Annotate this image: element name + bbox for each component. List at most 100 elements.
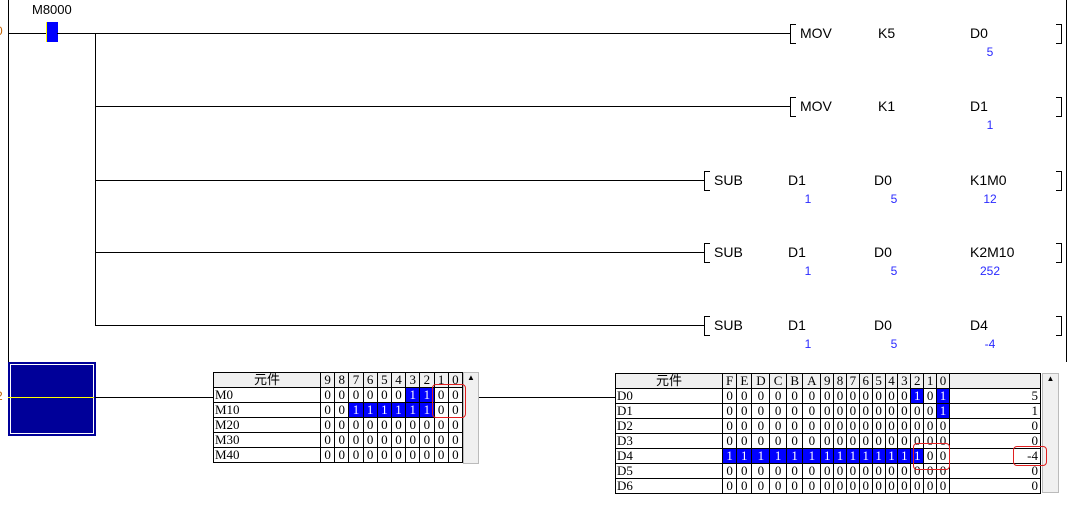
- table-row[interactable]: M40 0 0 0 0 0 0 0 0 0 0: [213, 447, 464, 463]
- bit-cell[interactable]: 0: [376, 417, 392, 433]
- bit-cell[interactable]: 0: [769, 478, 787, 494]
- bit-cell[interactable]: 0: [833, 388, 847, 404]
- bit-cell[interactable]: 0: [858, 388, 873, 404]
- bit-cell[interactable]: 0: [871, 403, 886, 419]
- bit-cell[interactable]: 1: [845, 448, 860, 464]
- bit-cell[interactable]: 0: [802, 478, 822, 494]
- value-cell[interactable]: 0: [949, 418, 1041, 434]
- bit-cell[interactable]: 0: [845, 478, 860, 494]
- bit-cell[interactable]: 1: [910, 388, 925, 404]
- bit-cell[interactable]: 1: [833, 448, 847, 464]
- bit-cell[interactable]: 0: [751, 463, 771, 479]
- bit-cell[interactable]: 0: [884, 463, 899, 479]
- table-row[interactable]: D6 0 0 0 0 0 0 0 0 0 0 0 0 0 0 0 0 0: [615, 478, 1041, 494]
- bit-cell[interactable]: 0: [858, 403, 873, 419]
- table-row[interactable]: M30 0 0 0 0 0 0 0 0 0 0: [213, 432, 464, 448]
- bit-cell[interactable]: 0: [348, 417, 364, 433]
- bit-cell[interactable]: 0: [871, 478, 886, 494]
- bit-cell[interactable]: 0: [923, 403, 937, 419]
- bit-cell[interactable]: 1: [348, 402, 364, 418]
- bit-cell[interactable]: 0: [833, 478, 847, 494]
- bit-cell[interactable]: 0: [447, 417, 464, 433]
- bit-cell[interactable]: 0: [721, 433, 738, 449]
- bit-cell[interactable]: 0: [820, 388, 835, 404]
- bit-cell[interactable]: 1: [936, 388, 950, 404]
- bit-cell[interactable]: 0: [419, 447, 435, 463]
- bit-cell[interactable]: 0: [751, 418, 771, 434]
- bit-cell[interactable]: 0: [845, 418, 860, 434]
- bit-cell[interactable]: 0: [736, 388, 753, 404]
- value-cell[interactable]: 0: [949, 478, 1041, 494]
- bit-cell[interactable]: 1: [802, 448, 822, 464]
- table-row[interactable]: D2 0 0 0 0 0 0 0 0 0 0 0 0 0 0 0 0 0: [615, 418, 1041, 434]
- bit-cell[interactable]: 1: [769, 448, 787, 464]
- table-row[interactable]: D4 1 1 1 1 1 1 1 1 1 1 1 1 1 1 0 0 -4: [615, 448, 1041, 464]
- bit-cell[interactable]: 0: [736, 433, 753, 449]
- bit-cell[interactable]: 0: [910, 403, 925, 419]
- bit-cell[interactable]: 1: [820, 448, 835, 464]
- value-cell[interactable]: 1: [949, 403, 1041, 419]
- bit-cell[interactable]: 0: [405, 417, 421, 433]
- bit-cell[interactable]: 0: [785, 433, 804, 449]
- bit-cell[interactable]: 0: [820, 478, 835, 494]
- bit-cell[interactable]: 0: [845, 388, 860, 404]
- bit-cell[interactable]: 0: [833, 418, 847, 434]
- bit-cell[interactable]: 0: [910, 418, 925, 434]
- bit-cell[interactable]: 0: [858, 463, 873, 479]
- table-row[interactable]: D3 0 0 0 0 0 0 0 0 0 0 0 0 0 0 0 0 0: [615, 433, 1041, 449]
- bit-cell[interactable]: 0: [362, 432, 378, 448]
- bit-cell[interactable]: 0: [884, 403, 899, 419]
- bit-cell[interactable]: 0: [923, 478, 937, 494]
- bit-cell[interactable]: 1: [785, 448, 804, 464]
- bit-cell[interactable]: 1: [936, 403, 950, 419]
- scrollbar[interactable]: ▲: [1042, 373, 1059, 493]
- bit-cell[interactable]: 0: [845, 433, 860, 449]
- bit-cell[interactable]: 0: [736, 403, 753, 419]
- bit-cell[interactable]: 0: [871, 388, 886, 404]
- table-row[interactable]: D0 0 0 0 0 0 0 0 0 0 0 0 0 0 1 0 1 5: [615, 388, 1041, 404]
- bit-cell[interactable]: 0: [433, 417, 449, 433]
- bit-cell[interactable]: 0: [721, 463, 738, 479]
- bit-cell[interactable]: 0: [334, 387, 350, 403]
- bit-cell[interactable]: 0: [390, 432, 407, 448]
- bit-cell[interactable]: 1: [721, 448, 738, 464]
- scrollbar[interactable]: ▲: [463, 372, 479, 464]
- bit-cell[interactable]: 0: [897, 463, 912, 479]
- bit-cell[interactable]: 0: [802, 463, 822, 479]
- bit-cell[interactable]: 0: [348, 387, 364, 403]
- bit-cell[interactable]: 0: [334, 402, 350, 418]
- bit-cell[interactable]: 1: [376, 402, 392, 418]
- bit-cell[interactable]: 0: [433, 447, 449, 463]
- value-cell[interactable]: 5: [949, 388, 1041, 404]
- bit-cell[interactable]: 0: [390, 417, 407, 433]
- bit-cell[interactable]: 0: [721, 388, 738, 404]
- bit-cell[interactable]: 1: [871, 448, 886, 464]
- bit-cell[interactable]: 0: [751, 478, 771, 494]
- bit-cell[interactable]: 0: [923, 418, 937, 434]
- table-row[interactable]: M0 0 0 0 0 0 0 1 1 0 0: [213, 387, 464, 403]
- bit-cell[interactable]: 0: [433, 432, 449, 448]
- bit-cell[interactable]: 0: [785, 403, 804, 419]
- bit-cell[interactable]: 0: [376, 447, 392, 463]
- table-row[interactable]: D5 0 0 0 0 0 0 0 0 0 0 0 0 0 0 0 0 0: [615, 463, 1041, 479]
- bit-cell[interactable]: 0: [845, 403, 860, 419]
- bit-cell[interactable]: 0: [348, 447, 364, 463]
- bit-cell[interactable]: 0: [769, 433, 787, 449]
- bit-cell[interactable]: 0: [405, 432, 421, 448]
- bit-cell[interactable]: 1: [419, 387, 435, 403]
- bit-cell[interactable]: 0: [405, 447, 421, 463]
- bit-cell[interactable]: 0: [871, 433, 886, 449]
- bit-cell[interactable]: 0: [820, 433, 835, 449]
- bit-cell[interactable]: 0: [362, 387, 378, 403]
- bit-cell[interactable]: 0: [785, 388, 804, 404]
- bit-cell[interactable]: 0: [751, 433, 771, 449]
- bit-cell[interactable]: 0: [348, 432, 364, 448]
- bit-cell[interactable]: 0: [362, 447, 378, 463]
- bit-cell[interactable]: 0: [390, 447, 407, 463]
- bit-cell[interactable]: 0: [833, 403, 847, 419]
- bit-cell[interactable]: 0: [721, 478, 738, 494]
- bit-cell[interactable]: 1: [736, 448, 753, 464]
- table-row[interactable]: D1 0 0 0 0 0 0 0 0 0 0 0 0 0 0 0 1 1: [615, 403, 1041, 419]
- bit-cell[interactable]: 0: [936, 418, 950, 434]
- bit-cell[interactable]: 0: [319, 447, 336, 463]
